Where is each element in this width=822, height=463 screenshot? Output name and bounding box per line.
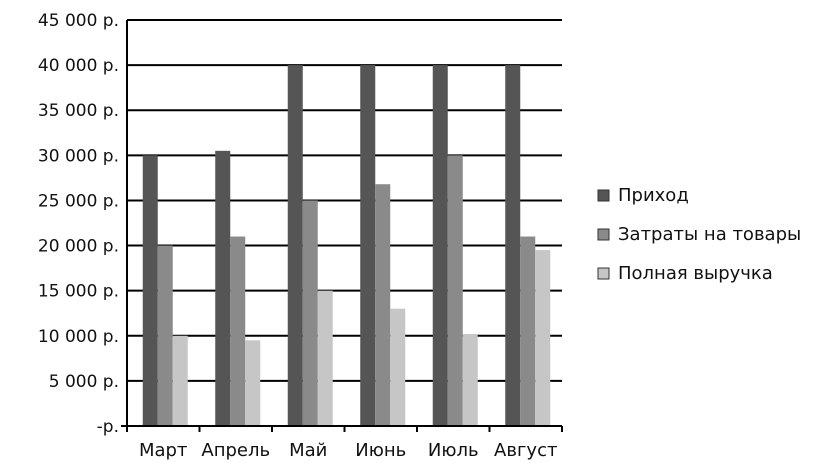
bar [432,65,448,426]
bar [215,150,231,427]
x-tick-label: Август [494,440,557,461]
y-tick-label: 5 000 р. [49,372,119,392]
y-tick-label: -р. [97,417,119,437]
legend-swatch [597,189,610,202]
legend-label: Приход [618,185,689,206]
legend-label: Полная выручка [618,263,773,284]
y-tick-label: 15 000 р. [38,282,119,302]
legend-swatch [597,267,610,280]
y-tick-label: 35 000 р. [38,101,119,121]
y-tick-labels: -р. 5 000 р. 10 000 р. 15 000 р. 20 000 р. 25… [38,11,119,437]
bar [245,340,261,426]
y-tick-label: 10 000 р. [38,327,119,347]
bar [520,236,536,426]
bar [287,65,303,426]
gridlines [127,19,562,382]
y-tick-label: 25 000 р. [38,191,119,211]
bars [142,65,551,427]
bar [360,65,376,426]
y-tick-label: 40 000 р. [38,56,119,76]
bar [375,184,391,426]
bar [142,155,158,427]
bar [157,245,173,426]
bar [230,236,246,426]
bar [302,200,318,426]
bar [462,333,478,426]
y-tick-label: 45 000 р. [38,11,119,31]
x-tick-label: Июль [428,440,479,461]
x-tick-label: Июнь [355,440,406,461]
x-tick-label: Май [289,440,327,461]
bar [172,335,188,426]
x-tick-label: Апрель [201,440,270,461]
bar [505,65,521,426]
axes [121,20,563,432]
bar [317,290,333,426]
y-tick-label: 20 000 р. [38,237,119,257]
x-tick-label: Март [139,440,187,461]
x-tick-labels: Март Апрель Май Июнь Июль Август [139,440,557,461]
legend-swatch [597,228,610,241]
bar [447,155,463,427]
bar [390,308,406,426]
legend-label: Затраты на товары [618,224,801,245]
legend: Приход Затраты на товары Полная выручка [597,185,801,284]
y-tick-label: 30 000 р. [38,146,119,166]
bar [535,250,551,426]
